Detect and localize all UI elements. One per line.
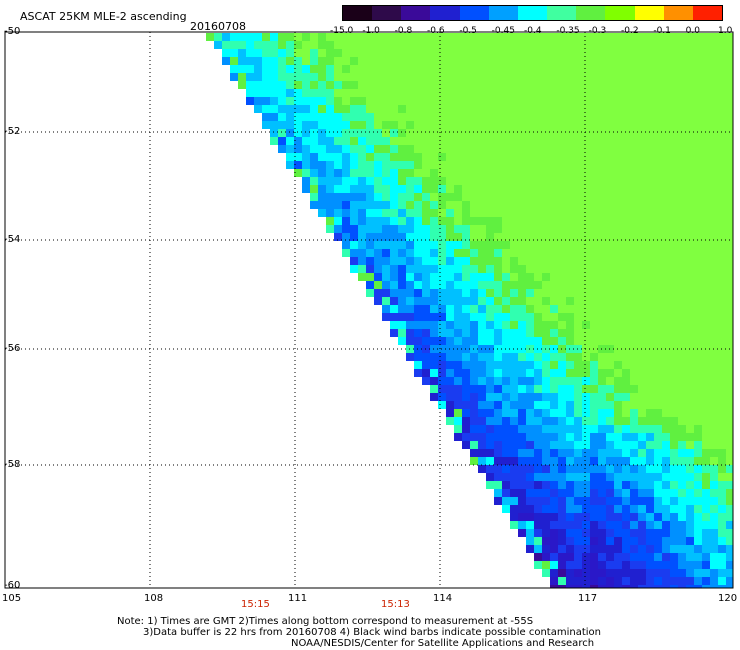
colorbar-segment [430,6,461,20]
colorbar-segment [634,6,665,20]
lat-label-50: -50 [4,26,21,37]
colorbar-labels: -15.0 -1.0 -0.8 -0.6 -0.5 -0.45 -0.4 -0.35 -0.3 -… [330,26,733,38]
colorbar-tick-label: -0.6 [427,26,445,36]
colorbar-tick-label: -0.4 [524,26,542,36]
product-date: 20160708 [190,20,246,33]
colorbar-segment [343,6,373,20]
lon-label-117: 117 [578,593,598,604]
colorbar-tick-label: 0.0 [685,26,700,36]
lon-label-114: 114 [433,593,453,604]
colorbar-segment [663,6,694,20]
lat-label-54: -54 [4,234,21,245]
lat-label-60: -60 [4,580,21,591]
colorbar-segment [517,6,548,20]
lon-label-105: 105 [2,593,22,604]
map-frame [4,31,734,589]
colorbar-tick-label: -15.0 [330,26,354,36]
colorbar-tick-label: 1.0 [718,26,733,36]
colorbar-tick-label: -0.45 [491,26,515,36]
colorbar-segment [401,6,431,20]
colorbar-segment [576,6,606,20]
product-title: ASCAT 25KM MLE-2 ascending [20,10,187,23]
colorbar-tick-label: -0.3 [588,26,607,36]
colorbar-segment [459,6,490,20]
grid-lines [5,32,733,588]
swath-cells [206,33,733,588]
colorbar-tick-label: -0.1 [653,26,671,36]
colorbar-tick-label: -0.5 [459,26,477,36]
lat-label-52: -52 [4,126,21,137]
time-label-2: 15:13 [381,599,410,610]
colorbar-segment [605,6,636,20]
colorbar-segment [488,6,519,20]
lon-label-120: 120 [718,593,738,604]
note-line-2: 3)Data buffer is 22 hrs from 20160708 4)… [143,627,601,638]
lat-label-58: -58 [4,459,21,470]
lon-label-108: 108 [144,593,164,604]
time-label-1: 15:15 [241,599,270,610]
note-line-1: Note: 1) Times are GMT 2)Times along bot… [117,616,534,627]
colorbar-segment [692,6,723,20]
lat-label-56: -56 [4,343,21,354]
colorbar [342,5,723,21]
colorbar-tick-label: -0.2 [621,26,639,36]
colorbar-segment [547,6,577,20]
colorbar-segment [372,6,402,20]
note-line-3: NOAA/NESDIS/Center for Satellite Applica… [291,638,595,649]
colorbar-tick-label: -0.35 [556,26,580,36]
colorbar-tick-label: -1.0 [362,26,380,36]
colorbar-tick-label: -0.8 [394,26,413,36]
lon-label-111: 111 [288,593,308,604]
